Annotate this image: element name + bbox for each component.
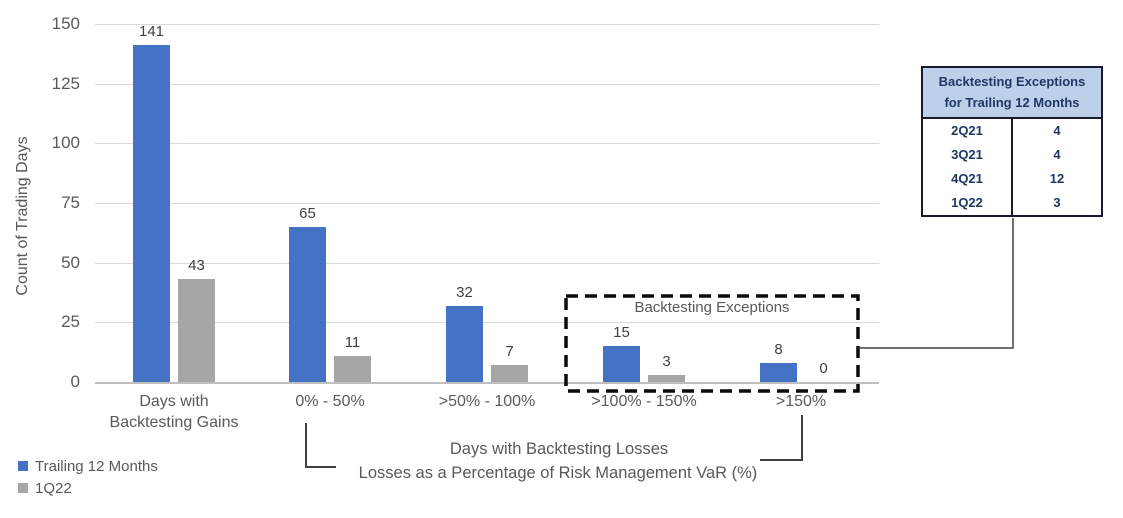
table-cell-exceptions: 3	[1053, 195, 1061, 210]
x-axis-title-line2: Losses as a Percentage of Risk Managemen…	[358, 464, 758, 482]
y-axis-tick-label: 100	[51, 133, 80, 153]
category-label-line: >150%	[775, 393, 827, 410]
bar-trailing-12-months	[133, 45, 170, 382]
table-row: 1Q22 3	[923, 191, 1101, 215]
category-label: >100% - 150%	[559, 391, 729, 412]
y-axis-tick-label: 125	[51, 73, 80, 93]
legend-item: 1Q22	[18, 477, 158, 499]
table-cell-quarter: 4Q21	[923, 167, 1013, 191]
table-header: Backtesting Exceptions for Trailing 12 M…	[923, 68, 1101, 119]
bar-value-label: 43	[188, 257, 205, 275]
bar-value-label: 7	[505, 343, 514, 361]
x-axis-title-line1: Days with Backtesting Losses	[449, 440, 669, 458]
bar-trailing-12-months	[760, 362, 797, 382]
category-label: >150%	[716, 391, 886, 412]
y-axis-title: Count of Trading Days	[14, 136, 31, 296]
y-axis-tick-label: 0	[70, 372, 80, 391]
legend-swatch-icon	[18, 461, 28, 471]
backtesting-exceptions-box-label: Backtesting Exceptions	[634, 299, 790, 316]
bar-value-label: 8	[774, 340, 783, 358]
bar-1q22	[491, 365, 528, 382]
bar-value-label: 11	[344, 333, 361, 351]
table-row: 3Q21 4	[923, 143, 1101, 167]
category-label: Days with Backtesting Gains	[89, 391, 259, 433]
legend-label: Trailing 12 Months	[35, 457, 158, 475]
category-label-line: >100% - 150%	[591, 393, 697, 410]
legend-swatch-icon	[18, 483, 28, 493]
gridline	[95, 24, 879, 25]
category-label: >50% - 100%	[402, 391, 572, 412]
table-cell-exceptions: 4	[1053, 147, 1061, 162]
y-axis-tick-label: 75	[61, 193, 80, 212]
x-axis-line	[95, 382, 879, 384]
bar-trailing-12-months	[446, 305, 483, 382]
table-header-line1: Backtesting Exceptions	[938, 74, 1086, 89]
category-label-line: Backtesting Gains	[109, 414, 239, 431]
bar-trailing-12-months	[289, 226, 326, 382]
table-body: 2Q21 4 3Q21 4 4Q21 12 1Q22 3	[923, 119, 1101, 215]
gridline	[95, 322, 879, 324]
bar-1q22	[178, 279, 215, 382]
gridline	[95, 143, 879, 145]
category-label: 0% - 50%	[245, 391, 415, 412]
bar-value-label: 15	[613, 324, 630, 342]
table-cell-exceptions: 12	[1049, 171, 1065, 186]
gridline	[95, 203, 879, 204]
table-cell-quarter: 2Q21	[923, 119, 1013, 143]
bar-value-label: 0	[819, 360, 828, 377]
y-axis-tick-label: 50	[61, 252, 80, 272]
legend-item: Trailing 12 Months	[18, 455, 158, 477]
table-cell-quarter: 3Q21	[923, 143, 1013, 167]
bar-1q22	[648, 374, 685, 382]
bar-value-label: 32	[456, 283, 473, 301]
bar-value-label: 3	[662, 352, 671, 370]
bar-1q22	[334, 355, 371, 382]
legend-label: 1Q22	[35, 479, 72, 497]
bar-value-label: 65	[299, 204, 316, 222]
table-cell-quarter: 1Q22	[923, 191, 1013, 215]
backtesting-exceptions-table: Backtesting Exceptions for Trailing 12 M…	[921, 66, 1103, 217]
gridline	[95, 83, 879, 85]
gridline	[95, 262, 879, 264]
category-label-line: >50% - 100%	[438, 393, 536, 410]
category-label-line: Days with	[139, 393, 209, 410]
table-connector-line	[858, 218, 1014, 349]
y-axis-tick-label: 25	[61, 312, 80, 332]
table-header-line2: for Trailing 12 Months	[944, 95, 1080, 110]
table-row: 4Q21 12	[923, 167, 1101, 191]
table-row: 2Q21 4	[923, 119, 1101, 143]
y-axis-tick-label: 150	[51, 14, 80, 33]
bar-trailing-12-months	[603, 346, 640, 382]
category-label-line: 0% - 50%	[295, 393, 365, 410]
bar-value-label: 141	[138, 23, 165, 41]
table-cell-exceptions: 4	[1053, 123, 1061, 138]
legend: Trailing 12 Months 1Q22	[18, 455, 158, 499]
